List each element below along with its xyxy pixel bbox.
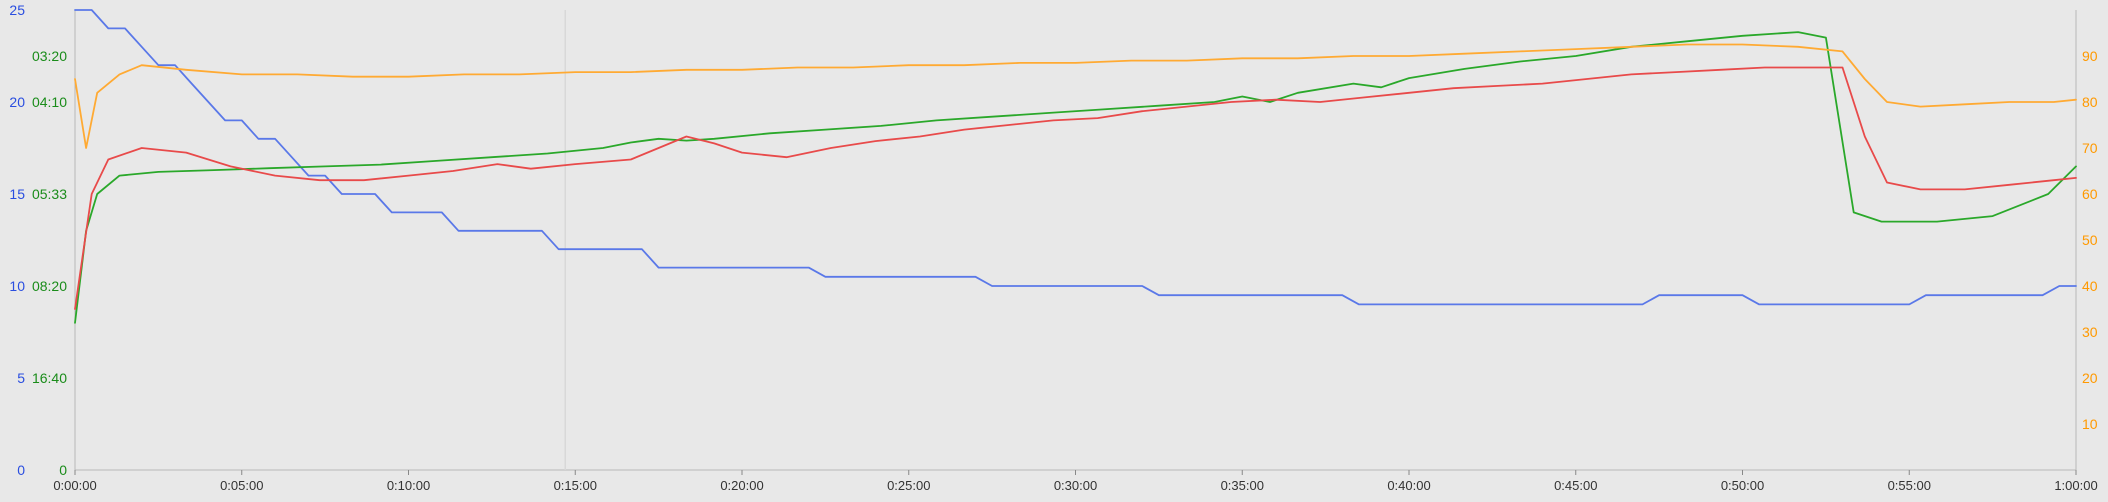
axis-tick-label: 16:40 — [32, 370, 67, 386]
axis-tick-label: 25 — [9, 2, 25, 18]
axis-tick-label: 0:00:00 — [53, 478, 96, 493]
axis-tick-label: 30 — [2082, 324, 2098, 340]
axis-tick-label: 10 — [9, 278, 25, 294]
axis-tick-label: 90 — [2082, 48, 2098, 64]
axis-tick-label: 05:33 — [32, 186, 67, 202]
axis-tick-label: 40 — [2082, 278, 2098, 294]
axis-tick-label: 20 — [2082, 370, 2098, 386]
axis-tick-label: 03:20 — [32, 48, 67, 64]
axis-tick-label: 0:30:00 — [1054, 478, 1097, 493]
axis-tick-label: 04:10 — [32, 94, 67, 110]
axis-tick-label: 0:20:00 — [720, 478, 763, 493]
axis-tick-label: 0:50:00 — [1721, 478, 1764, 493]
axis-tick-label: 15 — [9, 186, 25, 202]
chart-plot-area — [0, 0, 2108, 502]
axis-tick-label: 0:05:00 — [220, 478, 263, 493]
axis-tick-label: 10 — [2082, 416, 2098, 432]
axis-tick-label: 0:45:00 — [1554, 478, 1597, 493]
axis-tick-label: 0 — [17, 462, 25, 478]
axis-tick-label: 0:35:00 — [1221, 478, 1264, 493]
axis-tick-label: 60 — [2082, 186, 2098, 202]
axis-tick-label: 1:00:00 — [2054, 478, 2097, 493]
axis-tick-label: 20 — [9, 94, 25, 110]
axis-tick-label: 0:15:00 — [554, 478, 597, 493]
axis-tick-label: 0:55:00 — [1888, 478, 1931, 493]
axis-tick-label: 0:25:00 — [887, 478, 930, 493]
axis-tick-label: 0 — [59, 462, 67, 478]
axis-tick-label: 80 — [2082, 94, 2098, 110]
multi-axis-line-chart[interactable]: 0:00:00 0:05:00 0:10:00 0:15:00 0:20:00 0:25:… — [0, 0, 2108, 502]
axis-tick-label: 50 — [2082, 232, 2098, 248]
axis-tick-label: 70 — [2082, 140, 2098, 156]
axis-tick-label: 5 — [17, 370, 25, 386]
axis-tick-label: 08:20 — [32, 278, 67, 294]
axis-tick-label: 0:40:00 — [1387, 478, 1430, 493]
axis-tick-label: 0:10:00 — [387, 478, 430, 493]
